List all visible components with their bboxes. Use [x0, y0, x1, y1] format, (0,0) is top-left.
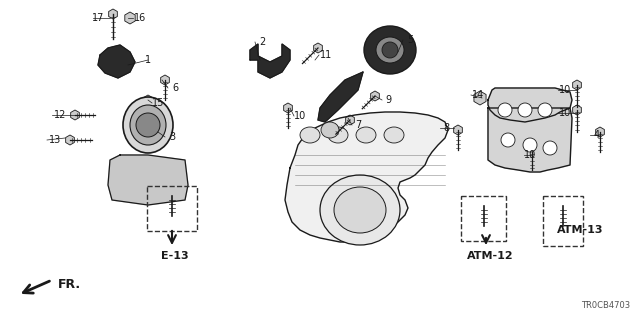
Text: 3: 3	[169, 132, 175, 142]
Polygon shape	[108, 155, 188, 205]
Text: 16: 16	[134, 13, 146, 23]
Ellipse shape	[334, 187, 386, 233]
Circle shape	[136, 113, 160, 137]
Polygon shape	[285, 112, 448, 242]
Text: 14: 14	[472, 90, 484, 100]
Text: 6: 6	[172, 83, 178, 93]
Text: ATM-13: ATM-13	[557, 225, 604, 235]
Text: 8: 8	[443, 123, 449, 133]
Text: 4: 4	[594, 130, 600, 140]
Circle shape	[523, 138, 537, 152]
Ellipse shape	[123, 97, 173, 153]
Circle shape	[501, 133, 515, 147]
Text: 5: 5	[407, 35, 413, 45]
Bar	[461, 196, 506, 241]
Polygon shape	[488, 108, 572, 172]
Text: ATM-12: ATM-12	[467, 251, 513, 261]
Ellipse shape	[356, 127, 376, 143]
Circle shape	[543, 141, 557, 155]
Text: E-13: E-13	[161, 251, 189, 261]
Text: 2: 2	[259, 37, 265, 47]
Ellipse shape	[364, 26, 416, 74]
Polygon shape	[98, 45, 135, 78]
Polygon shape	[318, 72, 363, 122]
Polygon shape	[488, 88, 572, 122]
Text: 12: 12	[54, 110, 66, 120]
Bar	[147, 186, 197, 231]
Text: 10: 10	[559, 85, 571, 95]
Polygon shape	[250, 44, 290, 78]
Text: 15: 15	[152, 98, 164, 108]
Ellipse shape	[384, 127, 404, 143]
Bar	[543, 196, 583, 246]
Ellipse shape	[321, 122, 339, 138]
Ellipse shape	[300, 127, 320, 143]
Circle shape	[538, 103, 552, 117]
Text: 10: 10	[559, 108, 571, 118]
Text: 1: 1	[145, 55, 151, 65]
Text: 10: 10	[524, 150, 536, 160]
Ellipse shape	[130, 105, 166, 145]
Text: 13: 13	[49, 135, 61, 145]
Circle shape	[498, 103, 512, 117]
Text: 9: 9	[385, 95, 391, 105]
Circle shape	[518, 103, 532, 117]
Text: TR0CB4703: TR0CB4703	[581, 301, 630, 310]
Circle shape	[382, 42, 398, 58]
Text: 10: 10	[294, 111, 306, 121]
Text: FR.: FR.	[58, 278, 81, 292]
Ellipse shape	[320, 175, 400, 245]
Ellipse shape	[376, 37, 404, 63]
Text: 11: 11	[320, 50, 332, 60]
Text: 17: 17	[92, 13, 104, 23]
Text: 7: 7	[355, 120, 361, 130]
Ellipse shape	[328, 127, 348, 143]
